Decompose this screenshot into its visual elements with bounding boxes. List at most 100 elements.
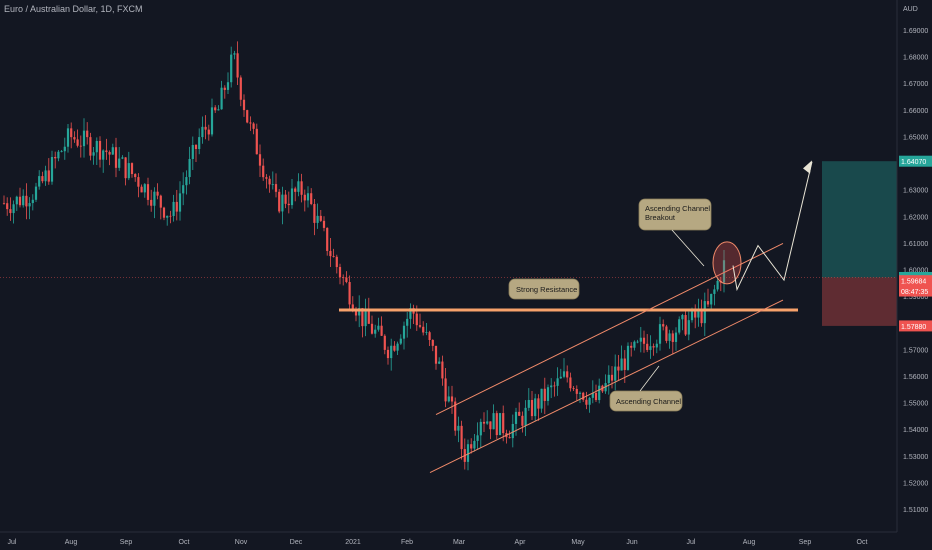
candle	[700, 299, 703, 327]
candle-body	[57, 151, 60, 159]
candle-body	[447, 396, 450, 402]
candle-body	[639, 337, 642, 342]
candle	[703, 292, 706, 337]
candle	[412, 304, 415, 325]
candle	[620, 345, 623, 371]
candle	[636, 339, 639, 344]
candle-body	[473, 440, 476, 449]
candle	[406, 312, 409, 338]
candle-body	[98, 140, 102, 160]
candle	[258, 144, 262, 177]
candle	[271, 171, 274, 190]
candle-body	[678, 319, 681, 333]
candle-body	[130, 163, 134, 175]
candle	[169, 210, 172, 224]
time-tick-label: Oct	[179, 539, 190, 546]
candle-body	[316, 215, 319, 223]
candle	[204, 115, 207, 140]
candle-body	[326, 227, 329, 251]
candle	[105, 138, 108, 160]
candle-body	[697, 309, 700, 318]
candle	[146, 177, 150, 206]
candle-body	[172, 201, 175, 217]
time-tick-label: Oct	[857, 539, 868, 546]
price-label-text: 08:47:35	[901, 289, 928, 296]
price-tick-label: 1.63000	[903, 188, 928, 195]
candle-body	[159, 195, 162, 208]
candle-body	[665, 326, 668, 341]
candle	[492, 404, 495, 430]
candle-body	[502, 413, 505, 434]
candle	[172, 194, 175, 222]
candle	[50, 150, 54, 185]
candle	[198, 128, 201, 155]
candle	[137, 173, 140, 198]
price-label-box	[899, 155, 932, 167]
candle-body	[210, 107, 214, 135]
candle	[175, 189, 178, 221]
candle-body	[492, 413, 495, 430]
candle	[2, 195, 6, 205]
ascending-channel-label: Ascending Channel	[616, 397, 681, 406]
candle-body	[220, 87, 223, 110]
candle-body	[425, 332, 428, 334]
candle-body	[150, 199, 153, 206]
candle	[550, 378, 553, 399]
candle-body	[12, 204, 15, 214]
price-tick-label: 1.59000	[903, 294, 928, 301]
candle-body	[566, 371, 569, 378]
candle-body	[89, 137, 92, 156]
candle	[60, 150, 63, 153]
candle-body	[569, 377, 572, 389]
candle-body	[438, 361, 441, 364]
candle-body	[556, 378, 559, 386]
candle-body	[143, 184, 146, 193]
time-tick-label: 2021	[345, 539, 361, 546]
candle-body	[246, 110, 249, 123]
candle-body	[562, 371, 566, 377]
candle-body	[268, 178, 271, 185]
candle	[617, 354, 620, 381]
stop-zone	[822, 277, 897, 326]
candle-body	[524, 407, 527, 426]
candle-body	[25, 195, 28, 207]
candle	[540, 388, 543, 413]
candle-body	[162, 207, 166, 218]
candle-body	[105, 150, 108, 153]
candle	[54, 151, 57, 169]
candle-body	[134, 174, 137, 178]
annotation-line: Ascending Channel	[616, 397, 681, 406]
candle-body	[194, 144, 198, 149]
price-label-box	[899, 275, 932, 287]
candle-body	[274, 184, 278, 192]
candle	[460, 420, 463, 460]
candle-body	[332, 256, 335, 257]
candle-body	[50, 156, 54, 182]
candle-body	[335, 256, 338, 268]
candle-body	[338, 267, 342, 278]
candle-body	[454, 401, 457, 431]
candle	[214, 105, 217, 113]
candle-body	[457, 425, 460, 431]
candle	[428, 330, 431, 347]
candle	[457, 416, 460, 443]
candle-body	[716, 280, 719, 290]
candle-body	[434, 345, 438, 364]
candle	[303, 189, 306, 212]
candle	[57, 149, 60, 162]
candle-body	[553, 385, 556, 387]
candle-body	[626, 345, 630, 370]
candle	[524, 400, 527, 437]
candle-body	[361, 308, 364, 327]
candle-body	[713, 289, 716, 294]
candle	[697, 298, 700, 327]
candle-body	[319, 215, 322, 221]
candle-body	[476, 435, 479, 441]
candle	[76, 129, 79, 148]
candle-body	[690, 309, 694, 321]
candle-body	[348, 282, 351, 305]
candle-body	[495, 413, 498, 436]
candle	[127, 151, 130, 181]
